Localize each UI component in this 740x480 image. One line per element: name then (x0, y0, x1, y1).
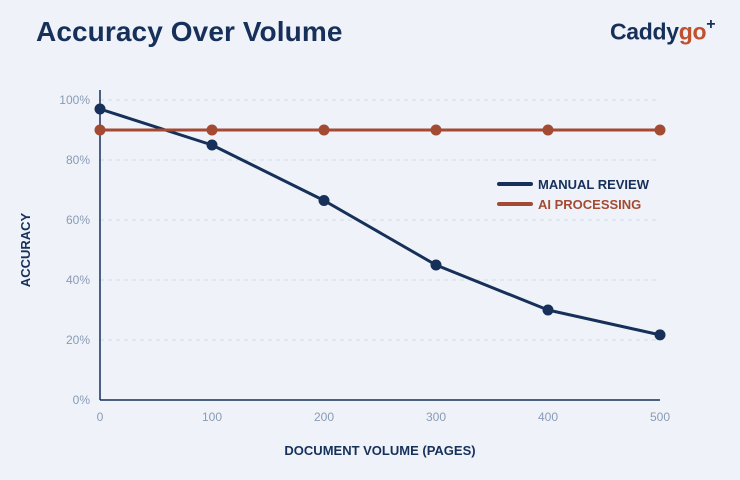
y-tick-label: 80% (66, 153, 90, 167)
series-ai-processing (94, 124, 666, 136)
y-tick-label: 0% (73, 393, 91, 407)
data-point (654, 124, 666, 136)
x-axis-label: DOCUMENT VOLUME (PAGES) (284, 443, 475, 458)
data-point (206, 124, 218, 136)
legend-label: AI PROCESSING (538, 197, 641, 212)
data-point (206, 139, 218, 151)
data-point (430, 124, 442, 136)
data-point (318, 195, 330, 206)
y-axis-label: ACCURACY (18, 212, 33, 287)
caddygo-logo: Caddygo+ (610, 16, 716, 46)
x-tick-label: 400 (538, 410, 558, 424)
x-tick-label: 300 (426, 410, 446, 424)
grid-lines (100, 99, 660, 341)
data-point (542, 304, 554, 316)
x-axis-ticks: 0 100 200 300 400 500 (97, 410, 671, 424)
y-tick-label: 40% (66, 273, 90, 287)
data-point (318, 124, 330, 136)
chart-title: Accuracy Over Volume (36, 16, 343, 47)
x-tick-label: 100 (202, 410, 222, 424)
legend-label: MANUAL REVIEW (538, 177, 650, 192)
x-tick-label: 0 (97, 410, 104, 424)
series-manual-review (94, 103, 666, 341)
data-point (542, 124, 554, 136)
y-tick-label: 60% (66, 213, 90, 227)
logo-text-main: Caddy (610, 18, 679, 45)
series-line (99, 107, 661, 337)
data-point (654, 329, 666, 341)
logo-text-accent: go (678, 18, 707, 45)
y-tick-label: 100% (59, 93, 90, 107)
logo-plus-mark: + (706, 16, 716, 33)
x-tick-label: 500 (650, 410, 670, 424)
legend: MANUAL REVIEW AI PROCESSING (497, 177, 650, 212)
series-group (94, 103, 666, 341)
data-point (430, 259, 442, 271)
x-tick-label: 200 (314, 410, 334, 424)
data-point (94, 103, 106, 115)
y-tick-label: 20% (66, 333, 90, 347)
data-point (94, 124, 106, 136)
y-axis-ticks: 0% 20% 40% 60% 80% 100% (59, 93, 90, 407)
